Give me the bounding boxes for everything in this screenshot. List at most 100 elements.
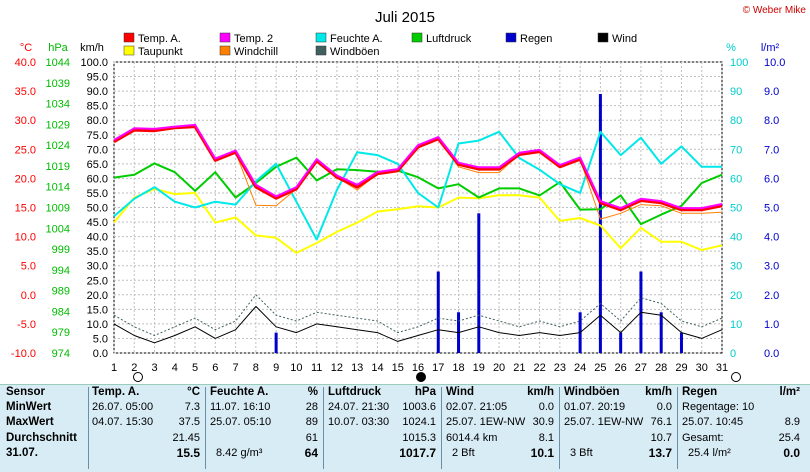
stats-gusts-min-time: 01.07. 20:19	[564, 401, 626, 414]
legend-label: Taupunkt	[138, 46, 183, 58]
wind-axis-unit: km/h	[80, 42, 104, 54]
pressure-axis-label: 1039	[46, 78, 70, 90]
stats-rain-max: 8.9	[784, 416, 800, 429]
x-tick-label: 26	[615, 362, 627, 374]
stats-panel: Sensor MinWert MaxWert Durchschnitt 31.0…	[0, 384, 810, 472]
legend-swatch	[597, 32, 609, 43]
series-line-feuchte-a-	[113, 130, 722, 241]
legend-label: Temp. A.	[138, 33, 181, 45]
rain-axis-label: 10.0	[764, 57, 785, 69]
temp-axis-label: 40.0	[15, 57, 36, 69]
legend-label: Feuchte A.	[330, 33, 383, 45]
rain-bar	[619, 332, 623, 353]
x-tick-label: 24	[574, 362, 586, 374]
stats-humidity-avg: 61	[305, 431, 318, 444]
x-tick-label: 20	[493, 362, 505, 374]
stats-humidity-max: 89	[305, 416, 318, 429]
wind-axis-label: 55.0	[87, 188, 108, 200]
pressure-axis-unit: hPa	[48, 42, 68, 54]
rain-bar	[477, 213, 481, 353]
x-tick-label: 3	[151, 362, 157, 374]
humidity-axis-label: 100	[730, 57, 748, 69]
stats-gusts-max-time: 25.07. 1EW-NW	[564, 416, 644, 429]
x-tick-label: 15	[392, 362, 404, 374]
stats-wind-column: Wind km/h 02.07. 21:05 0.0 25.07. 1EW-NW 30…	[446, 385, 558, 472]
stats-wind-min: 0.0	[538, 401, 554, 414]
stats-humidity-max-time: 25.07. 05:10	[210, 416, 272, 429]
stats-temp-max: 37.5	[178, 416, 200, 429]
stats-wind-distance: 6014.4 km	[446, 431, 498, 444]
stats-humidity-header: Feuchte A.	[210, 386, 269, 398]
x-tick-label: 12	[331, 362, 343, 374]
temp-axis-label: 0.0	[21, 290, 36, 302]
rain-axis-label: 5.0	[764, 203, 779, 215]
rain-axis-label: 6.0	[764, 173, 779, 185]
x-tick-label: 22	[533, 362, 545, 374]
legend-swatch	[505, 32, 517, 43]
stats-row-label: 31.07.	[6, 446, 38, 459]
stats-rain-total: 25.4	[778, 431, 800, 444]
x-tick-label: 11	[311, 362, 322, 374]
stats-pressure-column: Luftdruck hPa 24.07. 21:30 1003.6 10.07. 0…	[328, 385, 440, 472]
rain-bar	[436, 271, 440, 353]
pressure-axis-label: 999	[52, 244, 70, 256]
x-tick-label: 4	[172, 362, 178, 374]
temp-axis-label: 10.0	[15, 232, 36, 244]
stats-rain-unit: l/m²	[779, 386, 800, 398]
stats-rain-today: 0.0	[783, 445, 800, 460]
temp-axis-label: 35.0	[15, 86, 36, 98]
stats-gusts-avg: 10.7	[650, 431, 672, 444]
wind-axis-label: 25.0	[87, 275, 108, 287]
stats-wind-header: Wind	[446, 386, 474, 398]
stats-row-label: MaxWert	[6, 416, 54, 429]
wind-axis-label: 85.0	[87, 101, 108, 113]
wind-axis-label: 50.0	[87, 203, 108, 215]
stats-gusts-bft: 3 Bft	[570, 446, 593, 459]
rain-axis-unit: l/m²	[761, 42, 780, 54]
stats-sensor-header: Sensor	[6, 386, 45, 398]
series-line-temp-a-	[113, 125, 723, 212]
stats-wind-min-time: 02.07. 21:05	[446, 401, 508, 414]
wind-axis-label: 80.0	[87, 115, 108, 127]
legend-label: Regen	[520, 33, 552, 45]
stats-pressure-avg: 1015.3	[402, 431, 436, 444]
humidity-axis-label: 70	[730, 144, 742, 156]
temp-axis-label: -5.0	[17, 319, 36, 331]
moon-phase-icon	[416, 372, 426, 382]
pressure-axis-label: 979	[52, 327, 70, 339]
stats-pressure-today: 1017.7	[399, 445, 436, 460]
legend-swatch	[123, 45, 135, 56]
rain-bar	[679, 332, 683, 353]
rain-axis-label: 4.0	[764, 232, 779, 244]
stats-temp-avg: 21.45	[172, 431, 200, 444]
legend-swatch	[315, 32, 327, 43]
rain-axis-label: 9.0	[764, 86, 779, 98]
stats-sensor-column: Sensor MinWert MaxWert Durchschnitt 31.0…	[6, 385, 86, 472]
pressure-axis-label: 1019	[46, 161, 70, 173]
legend-swatch	[123, 32, 135, 43]
series-line-windb-en	[113, 294, 723, 336]
x-tick-label: 13	[351, 362, 363, 374]
x-tick-label: 27	[635, 362, 647, 374]
stats-pressure-min-time: 24.07. 21:30	[328, 401, 390, 414]
wind-axis-label: 10.0	[87, 319, 108, 331]
weather-chart: Juli 2015 © Weber Mike Temp. A. Temp. 2 Feuc…	[11, 5, 807, 382]
rain-bar	[659, 312, 663, 353]
stats-temp-unit: °C	[187, 386, 200, 398]
stats-gusts-column: Windböen km/h 01.07. 20:19 0.0 25.07. 1EW-…	[564, 385, 676, 472]
stats-temp-min: 7.3	[184, 401, 200, 414]
x-tick-label: 16	[412, 362, 424, 374]
rain-axis-label: 2.0	[764, 290, 779, 302]
copyright: © Weber Mike	[743, 5, 807, 16]
stats-humidity-min: 28	[305, 401, 318, 414]
stats-row-label: Durchschnitt	[6, 431, 77, 444]
x-tick-label: 31	[716, 362, 728, 374]
x-tick-label: 28	[655, 362, 667, 374]
wind-axis-label: 90.0	[87, 86, 108, 98]
humidity-axis-unit: %	[726, 42, 736, 54]
moon-phase-icon	[133, 372, 143, 382]
stats-wind-avg: 8.1	[538, 431, 554, 444]
stats-wind-bft: 2 Bft	[452, 446, 475, 459]
stats-humidity-unit: %	[307, 386, 318, 398]
stats-rain-days-label: Regentage:	[682, 401, 739, 414]
